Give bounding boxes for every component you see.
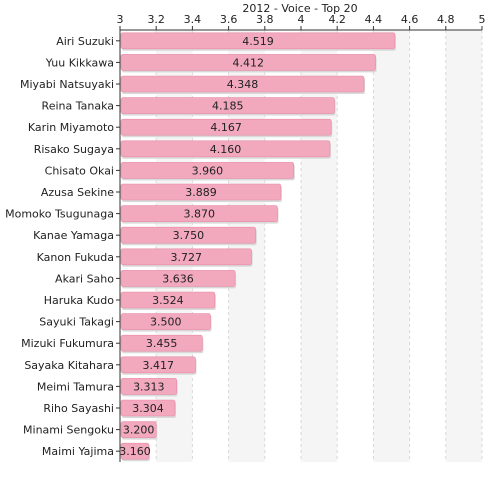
bar	[120, 356, 196, 374]
category-label: Akari Saho	[55, 272, 114, 285]
bar-value-label: 3.636	[162, 272, 194, 285]
bar	[120, 442, 150, 460]
bar	[120, 32, 396, 50]
bar-value-label: 4.185	[212, 100, 244, 113]
bar-value-label: 3.960	[192, 164, 224, 177]
x-tick-label: 4.8	[437, 13, 455, 26]
bars-group: 4.519 4.412 4.348 4.185 4.167 4.160 3.960 3.889…	[119, 32, 396, 462]
category-label: Meimi Tamura	[37, 380, 114, 393]
bar	[120, 399, 176, 417]
background-band	[228, 30, 265, 462]
bar-value-label: 4.348	[227, 78, 259, 91]
bar-value-label: 3.524	[152, 294, 184, 307]
bar	[120, 313, 211, 330]
bar	[120, 75, 365, 93]
bar-value-label: 4.519	[242, 35, 274, 48]
category-label: Minami Sengoku	[23, 424, 114, 437]
category-label: Karin Miyamoto	[28, 121, 114, 134]
background-bands	[156, 30, 482, 462]
category-label: Kanae Yamaga	[33, 229, 114, 242]
x-tick-label: 3	[117, 13, 124, 26]
category-label: Kanon Fukuda	[37, 251, 114, 264]
category-label: Sayuki Takagi	[39, 316, 114, 329]
bar-value-label: 3.727	[171, 251, 203, 264]
bar	[120, 248, 252, 266]
x-tick-label: 4.2	[328, 13, 346, 26]
bar	[120, 162, 295, 179]
category-label: Airi Suzuki	[56, 35, 114, 48]
bar	[120, 334, 203, 352]
x-tick-label: 4.4	[365, 13, 383, 26]
bar-value-label: 3.200	[123, 424, 155, 437]
category-label: Chisato Okai	[45, 164, 114, 177]
category-label: Reina Tanaka	[42, 100, 114, 113]
bar	[120, 205, 278, 222]
bar	[120, 270, 236, 287]
x-tick-label: 4.6	[401, 13, 419, 26]
background-band	[373, 30, 410, 462]
category-label: Risako Sugaya	[34, 143, 114, 156]
category-label: Azusa Sekine	[41, 186, 114, 199]
axes-group: 3 3.2 3.4 3.6 3.8 4 4.2 4.4 4.6 4.8 5 Airi Suzuki Yu…	[5, 13, 486, 462]
bar	[120, 140, 331, 158]
x-tick-label: 3.2	[147, 13, 165, 26]
bar-value-label: 3.889	[185, 186, 217, 199]
background-band	[301, 30, 338, 462]
bar-value-label: 4.412	[233, 56, 265, 69]
bar	[120, 291, 216, 309]
bar-value-label: 4.167	[210, 121, 242, 134]
bar-value-label: 3.304	[132, 402, 164, 415]
x-tick-label: 3.4	[184, 13, 202, 26]
background-band	[156, 30, 193, 462]
bar-value-label: 3.870	[183, 208, 215, 221]
bar	[120, 54, 376, 71]
bar	[120, 378, 177, 395]
category-label: Maimi Yajima	[42, 445, 114, 458]
bar	[120, 97, 335, 114]
category-label: Momoko Tsugunaga	[5, 208, 114, 221]
x-tick-label: 3.6	[220, 13, 238, 26]
bar-value-label: 3.313	[133, 380, 165, 393]
x-tick-label: 3.8	[256, 13, 274, 26]
category-label: Sayaka Kitahara	[24, 359, 114, 372]
category-label: Haruka Kudo	[44, 294, 115, 307]
bar	[120, 421, 157, 438]
bar	[120, 118, 332, 136]
bar-value-label: 3.160	[119, 445, 151, 458]
bar-value-label: 3.417	[142, 359, 174, 372]
bar	[120, 226, 257, 244]
x-tick-label: 5	[479, 13, 486, 26]
bar-value-label: 4.160	[210, 143, 242, 156]
bar	[120, 183, 282, 201]
chart-title: 2012 - Voice - Top 20	[242, 2, 357, 15]
category-label: Miyabi Natsuyaki	[20, 78, 114, 91]
bar-value-label: 3.455	[146, 337, 178, 350]
category-label: Yuu Kikkawa	[45, 56, 114, 69]
bar-value-label: 3.750	[173, 229, 205, 242]
x-tick-label: 4	[298, 13, 305, 26]
category-label: Riho Sayashi	[43, 402, 114, 415]
bar-value-label: 3.500	[150, 316, 182, 329]
background-band	[445, 30, 482, 462]
category-label: Mizuki Fukumura	[21, 337, 114, 350]
